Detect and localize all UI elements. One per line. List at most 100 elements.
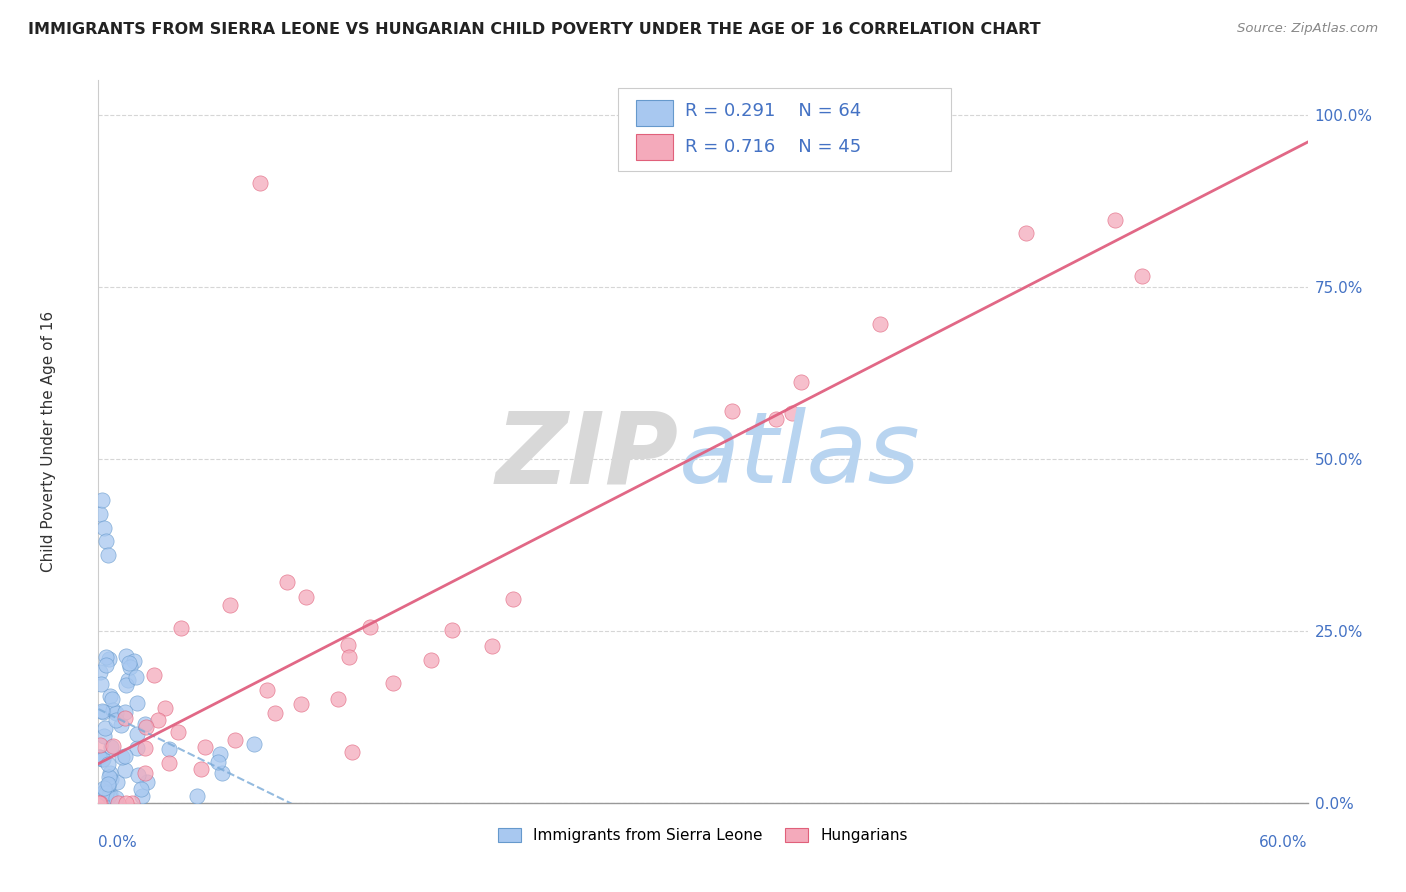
Text: R = 0.291    N = 64: R = 0.291 N = 64 — [685, 103, 860, 120]
Point — [93, 729, 115, 743]
Point — [97, 652, 120, 666]
Point — [94, 721, 117, 735]
Point — [340, 745, 363, 759]
Point — [1104, 212, 1126, 227]
Point — [224, 733, 246, 747]
Point — [93, 780, 115, 795]
Point — [87, 749, 110, 764]
Point — [98, 765, 121, 780]
Point — [89, 750, 111, 764]
Point — [186, 789, 208, 803]
Text: 60.0%: 60.0% — [1260, 835, 1308, 850]
Point — [118, 657, 141, 671]
Point — [97, 780, 120, 794]
Point — [127, 727, 149, 741]
Point — [134, 717, 156, 731]
Point — [89, 796, 111, 810]
Point — [100, 772, 122, 787]
Point — [121, 796, 143, 810]
Point — [103, 703, 125, 717]
Point — [96, 534, 118, 549]
Point — [243, 737, 266, 751]
Point — [382, 676, 405, 690]
Point — [135, 720, 157, 734]
Point — [105, 706, 128, 720]
Point — [134, 765, 156, 780]
Point — [170, 621, 193, 635]
Point — [114, 706, 136, 720]
Point — [721, 404, 744, 418]
Point — [264, 706, 287, 721]
Point — [765, 412, 787, 426]
Point — [110, 718, 132, 732]
Point — [97, 756, 120, 771]
Text: 0.0%: 0.0% — [98, 835, 138, 850]
Point — [207, 755, 229, 769]
Point — [90, 677, 112, 691]
Point — [93, 520, 115, 534]
Point — [94, 782, 117, 797]
Point — [89, 507, 111, 521]
Point — [249, 177, 271, 191]
Point — [114, 763, 136, 777]
Point — [502, 592, 524, 607]
Point — [91, 493, 114, 508]
Legend: Immigrants from Sierra Leone, Hungarians: Immigrants from Sierra Leone, Hungarians — [492, 822, 914, 849]
Point — [135, 774, 157, 789]
Point — [129, 782, 152, 797]
Point — [256, 682, 278, 697]
Point — [101, 739, 124, 753]
Point — [87, 796, 110, 810]
Point — [790, 375, 813, 389]
Point — [134, 740, 156, 755]
Point — [1130, 269, 1153, 284]
Point — [869, 317, 891, 331]
Point — [94, 649, 117, 664]
Point — [157, 741, 180, 756]
Point — [131, 789, 153, 803]
Point — [157, 756, 180, 770]
Text: atlas: atlas — [679, 408, 921, 505]
Point — [190, 763, 212, 777]
Point — [440, 623, 463, 637]
Point — [276, 575, 298, 590]
Point — [97, 789, 120, 803]
Point — [127, 768, 149, 782]
Point — [142, 668, 165, 682]
Point — [337, 650, 360, 665]
FancyBboxPatch shape — [619, 87, 950, 170]
Point — [122, 654, 145, 668]
Point — [107, 796, 129, 810]
Point — [780, 407, 803, 421]
Point — [98, 770, 121, 784]
Point — [98, 787, 121, 801]
Point — [219, 599, 242, 613]
Point — [114, 748, 136, 763]
Point — [91, 751, 114, 765]
Point — [114, 678, 136, 692]
Text: ZIP: ZIP — [496, 408, 679, 505]
Point — [97, 777, 120, 791]
Point — [1015, 226, 1038, 240]
Point — [104, 713, 127, 727]
Point — [114, 711, 136, 725]
Text: Child Poverty Under the Age of 16: Child Poverty Under the Age of 16 — [41, 311, 56, 572]
Point — [127, 696, 149, 710]
Point — [114, 648, 136, 663]
Point — [93, 785, 115, 799]
Point — [117, 673, 139, 688]
Point — [124, 670, 146, 684]
Point — [208, 747, 231, 761]
Point — [94, 658, 117, 673]
Point — [419, 653, 441, 667]
Point — [359, 620, 381, 634]
Text: R = 0.716    N = 45: R = 0.716 N = 45 — [685, 137, 860, 156]
Point — [146, 713, 169, 727]
Point — [98, 689, 121, 703]
Bar — [637, 100, 672, 126]
Point — [127, 741, 149, 756]
Point — [97, 548, 120, 562]
Point — [194, 740, 217, 755]
Point — [295, 590, 318, 604]
Point — [167, 725, 190, 739]
